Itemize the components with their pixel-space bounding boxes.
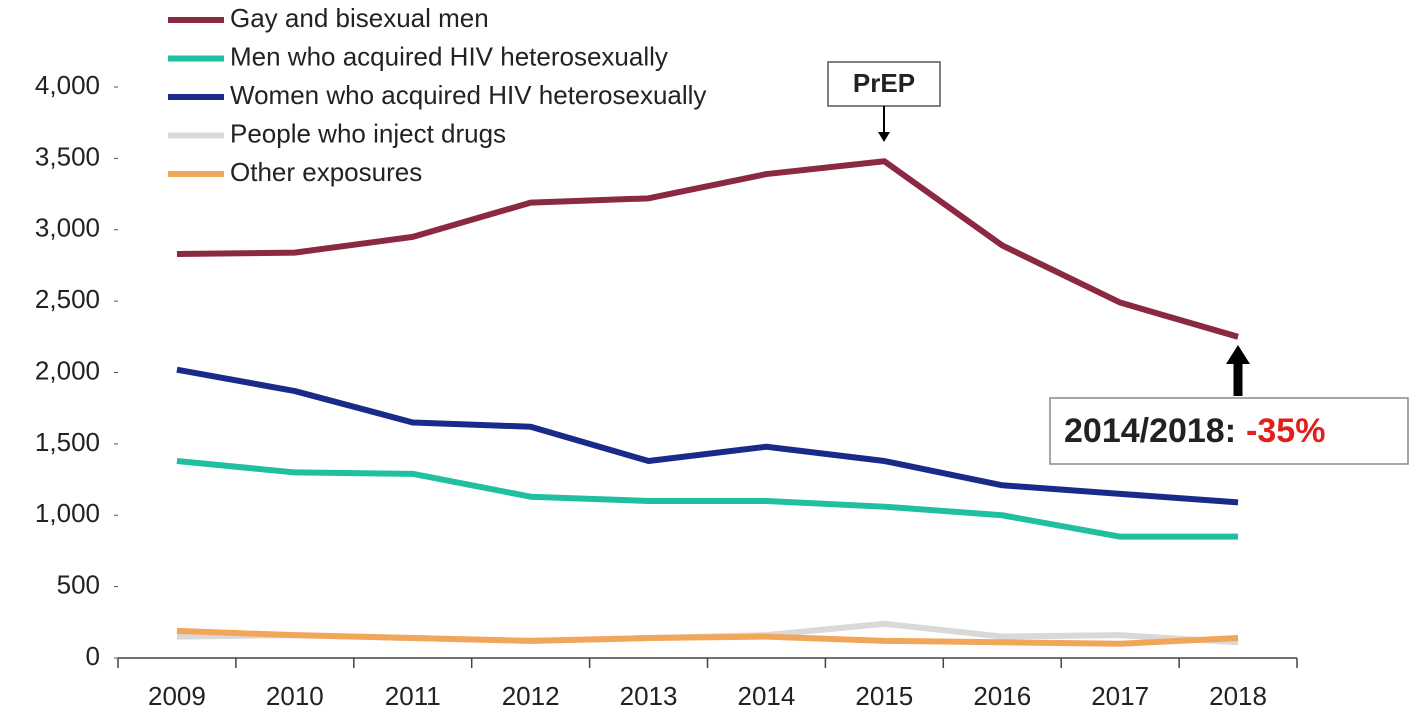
series-line [176,366,1239,506]
y-tick-label: 2,000 [35,355,100,385]
x-tick-label: 2010 [266,681,324,711]
series-line [176,627,1239,647]
y-tick-label: 3,500 [35,141,100,171]
legend-label: Women who acquired HIV heterosexually [230,80,706,110]
y-tick-label: 0 [86,641,100,671]
legend-label: Other exposures [230,157,422,187]
change-label: 2014/2018: [1064,412,1236,450]
change-arrowhead [1226,345,1250,364]
prep-box [827,61,941,107]
y-tick-label: 2,500 [35,284,100,314]
x-tick-label: 2011 [385,681,441,711]
x-tick-label: 2013 [620,681,678,711]
x-tick-label: 2018 [1209,681,1267,711]
y-tick-label: 4,000 [35,70,100,100]
y-tick-label: 1,500 [35,427,100,457]
legend-label: Gay and bisexual men [230,3,489,33]
change-box [1049,397,1409,465]
change-annotation: 2014/2018: -35% [1064,412,1325,450]
series-line [176,158,1239,340]
legend-label: Men who acquired HIV heterosexually [230,41,668,71]
prep-label: PrEP [853,68,915,98]
x-tick-label: 2012 [502,681,560,711]
y-tick-label: 3,000 [35,213,100,243]
y-tick-label: 1,000 [35,498,100,528]
x-tick-label: 2015 [855,681,913,711]
y-tick-label: 500 [57,570,100,600]
change-value: -35% [1246,412,1325,450]
x-tick-label: 2014 [738,681,796,711]
series-line [176,458,1239,540]
x-tick-label: 2017 [1091,681,1149,711]
prep-arrowhead [878,132,890,142]
x-tick-label: 2009 [148,681,206,711]
x-tick-label: 2016 [973,681,1031,711]
legend-label: People who inject drugs [230,118,506,148]
